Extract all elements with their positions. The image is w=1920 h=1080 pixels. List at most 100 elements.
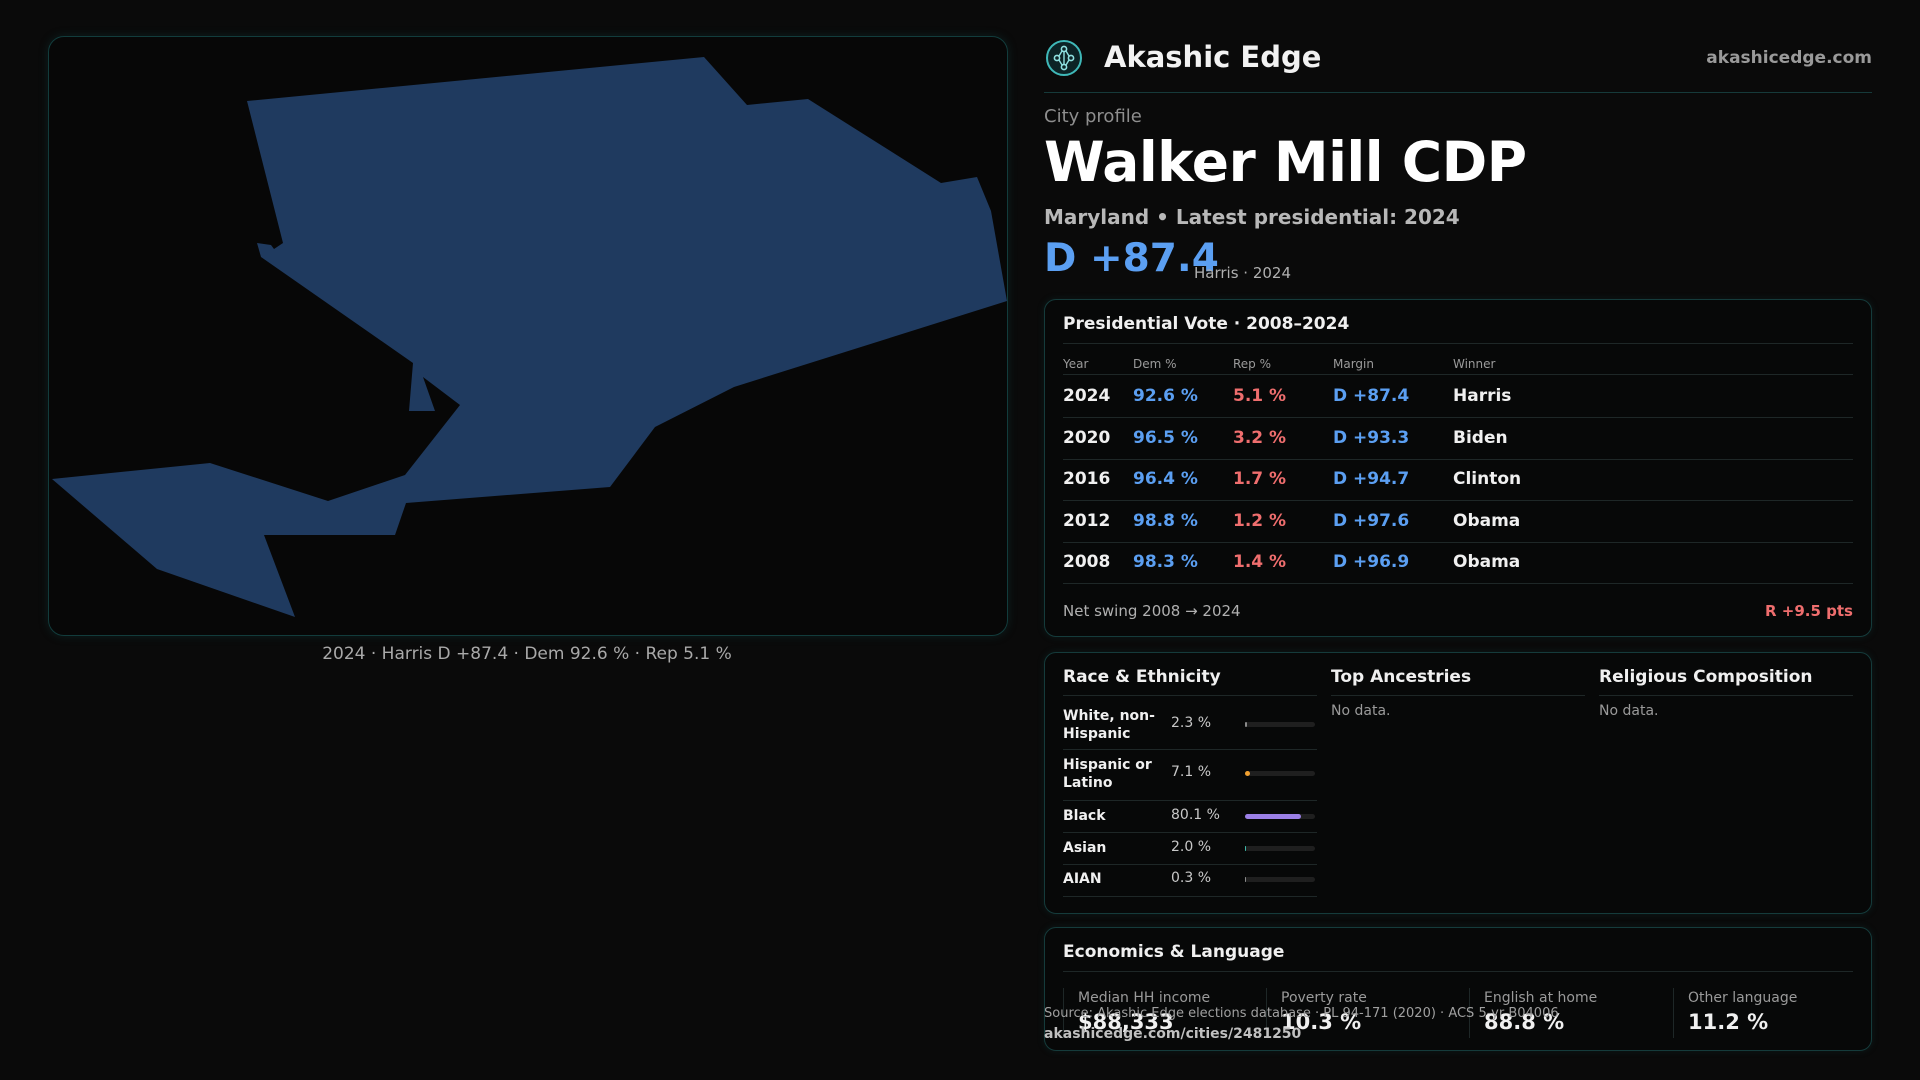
column-header-margin: Margin <box>1333 357 1374 371</box>
race-bar-fill <box>1245 814 1302 819</box>
race-pct: 0.3 % <box>1171 870 1212 886</box>
headline-margin: D +87.4 <box>1044 236 1219 281</box>
ancestries-title: Top Ancestries <box>1331 667 1472 687</box>
headline-margin-note: Harris · 2024 <box>1194 264 1292 282</box>
race-name: AIAN <box>1063 871 1102 887</box>
divider <box>1063 343 1853 344</box>
brand-header: Akashic Edge akashicedge.com <box>1044 36 1872 93</box>
race-name: White, non-Hispanic <box>1063 708 1155 742</box>
race-bar-fill <box>1245 846 1247 851</box>
religion-empty: No data. <box>1599 703 1659 719</box>
race-bar-track <box>1245 814 1315 819</box>
cell-winner: Obama <box>1453 511 1521 531</box>
cell-rep: 3.2 % <box>1233 428 1287 448</box>
column-header-dem: Dem % <box>1133 357 1177 371</box>
stat-other-language: Other language 11.2 % <box>1673 988 1858 1038</box>
cell-dem: 98.8 % <box>1133 511 1198 531</box>
card-title: Economics & Language <box>1063 942 1285 962</box>
brand-url-link[interactable]: akashicedge.com <box>1706 48 1872 68</box>
stat-label: Median HH income <box>1078 990 1211 1006</box>
divider <box>1331 695 1585 696</box>
column-header-winner: Winner <box>1453 357 1496 371</box>
cell-margin: D +94.7 <box>1333 469 1410 489</box>
cell-rep: 1.7 % <box>1233 469 1287 489</box>
race-bar-track <box>1245 846 1315 851</box>
divider <box>1599 695 1853 696</box>
cell-rep: 5.1 % <box>1233 386 1287 406</box>
table-row: 2020 96.5 % 3.2 % D +93.3 Biden <box>1063 418 1853 460</box>
map-panel[interactable] <box>48 36 1008 636</box>
stat-label: Poverty rate <box>1281 990 1367 1006</box>
race-bar-track <box>1245 722 1315 727</box>
race-bar-fill <box>1245 771 1250 776</box>
cell-dem: 96.4 % <box>1133 469 1198 489</box>
divider <box>1063 971 1853 972</box>
table-row: 2008 98.3 % 1.4 % D +96.9 Obama <box>1063 542 1853 584</box>
table-row: 2016 96.4 % 1.7 % D +94.7 Clinton <box>1063 459 1853 501</box>
cell-dem: 98.3 % <box>1133 552 1198 572</box>
stat-value: 11.2 % <box>1688 1010 1769 1034</box>
stat-poverty-rate: Poverty rate 10.3 % <box>1266 988 1469 1038</box>
column-header-rep: Rep % <box>1233 357 1272 371</box>
cell-rep: 1.2 % <box>1233 511 1287 531</box>
race-bar-fill <box>1245 877 1246 882</box>
race-name: Asian <box>1063 840 1107 856</box>
race-pct: 80.1 % <box>1171 807 1220 823</box>
city-boundary-map <box>52 57 1007 617</box>
table-header: Year Dem % Rep % Margin Winner <box>1063 350 1853 375</box>
race-row: Black 80.1 % <box>1063 801 1317 833</box>
stat-label: Other language <box>1688 990 1798 1006</box>
race-name: Hispanic or Latino <box>1063 757 1152 791</box>
demographics-card: Race & Ethnicity White, non-Hispanic 2.3… <box>1044 652 1872 914</box>
economics-card: Economics & Language Median HH income $8… <box>1044 927 1872 1051</box>
cell-winner: Clinton <box>1453 469 1522 489</box>
page-title: Walker Mill CDP <box>1044 130 1527 194</box>
stat-label: English at home <box>1484 990 1598 1006</box>
stat-value: 10.3 % <box>1281 1010 1362 1034</box>
cell-rep: 1.4 % <box>1233 552 1287 572</box>
net-swing-label: Net swing 2008 → 2024 <box>1063 602 1241 620</box>
race-bar-track <box>1245 877 1315 882</box>
cell-margin: D +96.9 <box>1333 552 1410 572</box>
race-row: Hispanic or Latino 7.1 % <box>1063 750 1317 801</box>
cell-dem: 96.5 % <box>1133 428 1198 448</box>
race-name: Black <box>1063 808 1106 824</box>
cell-margin: D +93.3 <box>1333 428 1410 448</box>
race-row: White, non-Hispanic 2.3 % <box>1063 703 1317 750</box>
cell-dem: 92.6 % <box>1133 386 1198 406</box>
ancestries-empty: No data. <box>1331 703 1391 719</box>
source-note: Source: Akashic Edge elections database … <box>1044 1006 1559 1021</box>
cell-year: 2024 <box>1063 386 1111 406</box>
race-pct: 2.3 % <box>1171 715 1212 731</box>
race-bar-track <box>1245 771 1315 776</box>
cell-margin: D +97.6 <box>1333 511 1410 531</box>
race-pct: 2.0 % <box>1171 839 1212 855</box>
race-row: Asian 2.0 % <box>1063 833 1317 865</box>
table-row: 2012 98.8 % 1.2 % D +97.6 Obama <box>1063 501 1853 543</box>
page-kicker: City profile <box>1044 106 1142 127</box>
stat-english-at-home: English at home 88.8 % <box>1469 988 1672 1038</box>
tree-of-life-icon <box>1046 40 1082 76</box>
table-row: 2024 92.6 % 5.1 % D +87.4 Harris <box>1063 376 1853 418</box>
card-title: Presidential Vote · 2008–2024 <box>1063 314 1350 334</box>
page-subtitle: Maryland • Latest presidential: 2024 <box>1044 205 1460 229</box>
presidential-vote-card: Presidential Vote · 2008–2024 Year Dem %… <box>1044 299 1872 637</box>
stat-value: $88,333 <box>1078 1010 1174 1034</box>
cell-year: 2016 <box>1063 469 1111 489</box>
religion-title: Religious Composition <box>1599 667 1813 687</box>
cell-year: 2008 <box>1063 552 1111 572</box>
map-caption: 2024 · Harris D +87.4 · Dem 92.6 % · Rep… <box>322 644 732 664</box>
stat-value: 88.8 % <box>1484 1010 1565 1034</box>
permalink-link[interactable]: akashicedge.com/cities/2481250 <box>1044 1026 1302 1042</box>
divider <box>1063 695 1317 696</box>
cell-winner: Biden <box>1453 428 1508 448</box>
race-bar-fill <box>1245 722 1247 727</box>
race-row: AIAN 0.3 % <box>1063 865 1317 897</box>
brand-name: Akashic Edge <box>1104 40 1322 74</box>
cell-year: 2020 <box>1063 428 1111 448</box>
cell-margin: D +87.4 <box>1333 386 1410 406</box>
cell-winner: Obama <box>1453 552 1521 572</box>
stat-median-income: Median HH income $88,333 <box>1063 988 1266 1038</box>
city-boundary-shape <box>52 57 1007 617</box>
cell-year: 2012 <box>1063 511 1111 531</box>
